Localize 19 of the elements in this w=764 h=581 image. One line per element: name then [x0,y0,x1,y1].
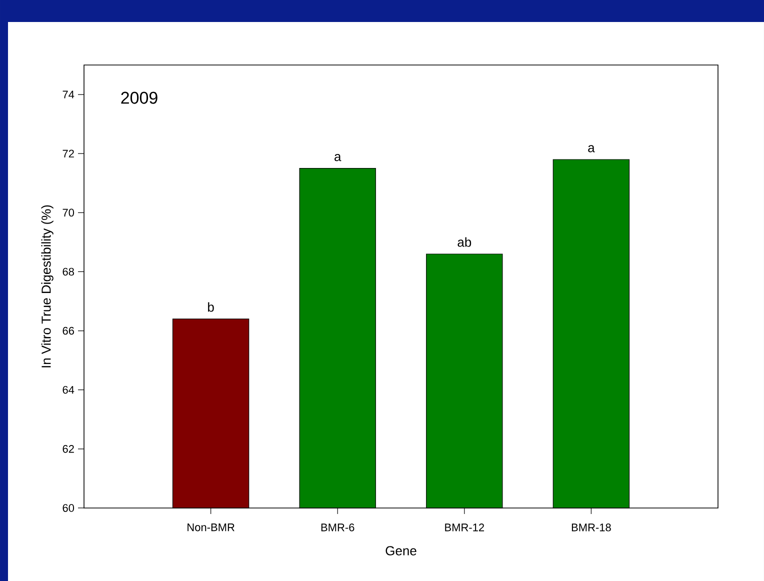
y-tick-label: 66 [62,326,74,335]
y-tick-label: 64 [62,386,74,394]
annotation: a [334,154,342,162]
x-tick-label: Non-BMR [188,524,234,532]
annotation: 2009 [121,92,158,104]
x-tick-label: BMR-6 [321,524,354,532]
y-axis-title: In Vitro True Digestibility (%) [41,205,54,368]
y-tick-label: 68 [62,268,74,276]
y-tick-label: 72 [62,150,74,158]
x-tick-label: BMR-12 [445,524,484,532]
y-tick-label: 62 [62,445,74,453]
y-tick-label: 74 [62,90,74,98]
annotation: b [208,302,214,312]
x-axis-title: Gene [386,546,416,556]
annotation: ab [458,237,472,247]
y-tick-label: 60 [62,504,74,512]
y-tick-label: 70 [62,208,74,217]
x-tick-label: BMR-18 [572,524,611,532]
annotation: a [588,145,595,152]
